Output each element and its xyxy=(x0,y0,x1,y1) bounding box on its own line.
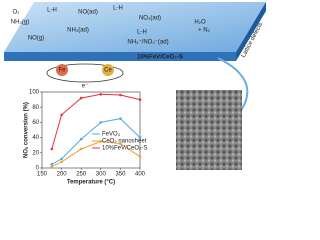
data-point xyxy=(50,162,54,166)
catalyst-slab-top xyxy=(4,2,266,52)
series-line xyxy=(51,93,141,150)
diagram-label: L-H xyxy=(113,6,123,12)
legend-label: CeO₂ nanosheet xyxy=(102,139,147,145)
data-point xyxy=(79,147,83,151)
diagram-label: NH₃(ad) xyxy=(67,28,89,34)
data-point xyxy=(99,121,103,124)
series-line xyxy=(51,118,141,165)
data-point xyxy=(99,92,103,96)
fe-atom xyxy=(56,64,68,76)
tem-image xyxy=(176,90,242,170)
y-tick-label: 20 xyxy=(32,150,39,156)
x-tick-label: 250 xyxy=(76,172,87,178)
data-point xyxy=(60,113,63,117)
diagram-label: e⁻ xyxy=(82,84,89,90)
diagram-label: O₂ xyxy=(13,10,21,16)
diagram-label: NO(ad) xyxy=(78,10,98,16)
catalyst-slab-side xyxy=(236,2,266,61)
ce-atom xyxy=(102,64,114,76)
diagram-label: NH₃(g) xyxy=(11,20,29,26)
diagram-label: H₂O xyxy=(194,20,206,26)
x-tick-label: 200 xyxy=(57,172,68,178)
diagram-label: L-H xyxy=(47,8,57,14)
diagram-label: + N₂ xyxy=(198,28,211,34)
x-tick-label: 300 xyxy=(96,172,107,178)
diagram-label: Fe xyxy=(58,68,66,74)
data-point xyxy=(60,157,63,161)
data-point xyxy=(119,93,122,97)
y-tick-label: 100 xyxy=(29,90,40,96)
x-axis-label: Temperature (°C) xyxy=(67,180,115,186)
diagram-label: NO₃(ad) xyxy=(139,16,161,22)
diagram-label: Ce xyxy=(104,68,112,74)
y-tick-label: 0 xyxy=(36,166,40,172)
x-tick-label: 150 xyxy=(37,172,48,178)
data-point xyxy=(50,147,54,151)
y-tick-label: 80 xyxy=(32,105,39,111)
x-tick-label: 350 xyxy=(115,172,126,178)
data-point xyxy=(119,142,122,145)
data-point xyxy=(138,98,142,101)
data-point xyxy=(79,137,83,141)
legend-label: FeVO₄ xyxy=(102,132,121,138)
figure: L-H NO(ad) L-H NO₃(ad) NH₃(ad) L-H NH₄⁺/NO₃⁻(a… xyxy=(4,2,266,186)
electron-cycle xyxy=(46,63,124,83)
y-axis-label: NOₓ conversion (%) xyxy=(24,102,30,158)
diagram-label: NH₄⁺/NO₃⁻(ad) xyxy=(127,39,168,46)
y-tick-label: 60 xyxy=(32,120,39,126)
diagram-label: L-H xyxy=(137,30,147,36)
data-point xyxy=(138,136,142,139)
y-tick-label: 40 xyxy=(32,135,39,141)
diagram-label: 10%FeV/CeO₂-S xyxy=(137,55,183,61)
data-point xyxy=(119,117,122,120)
legend-label: 10%FeV/CeO₂-S xyxy=(102,146,147,152)
catalyst-slab-front xyxy=(4,52,236,61)
data-point xyxy=(99,140,103,143)
x-tick-label: 400 xyxy=(135,172,146,178)
link-arrow xyxy=(217,57,249,113)
series-line xyxy=(51,140,141,167)
data-point xyxy=(60,160,63,164)
data-point xyxy=(79,96,83,100)
data-point xyxy=(50,165,54,168)
plot-frame xyxy=(41,91,141,169)
diagram-label: NO(g) xyxy=(28,36,44,42)
data-point xyxy=(138,155,142,158)
